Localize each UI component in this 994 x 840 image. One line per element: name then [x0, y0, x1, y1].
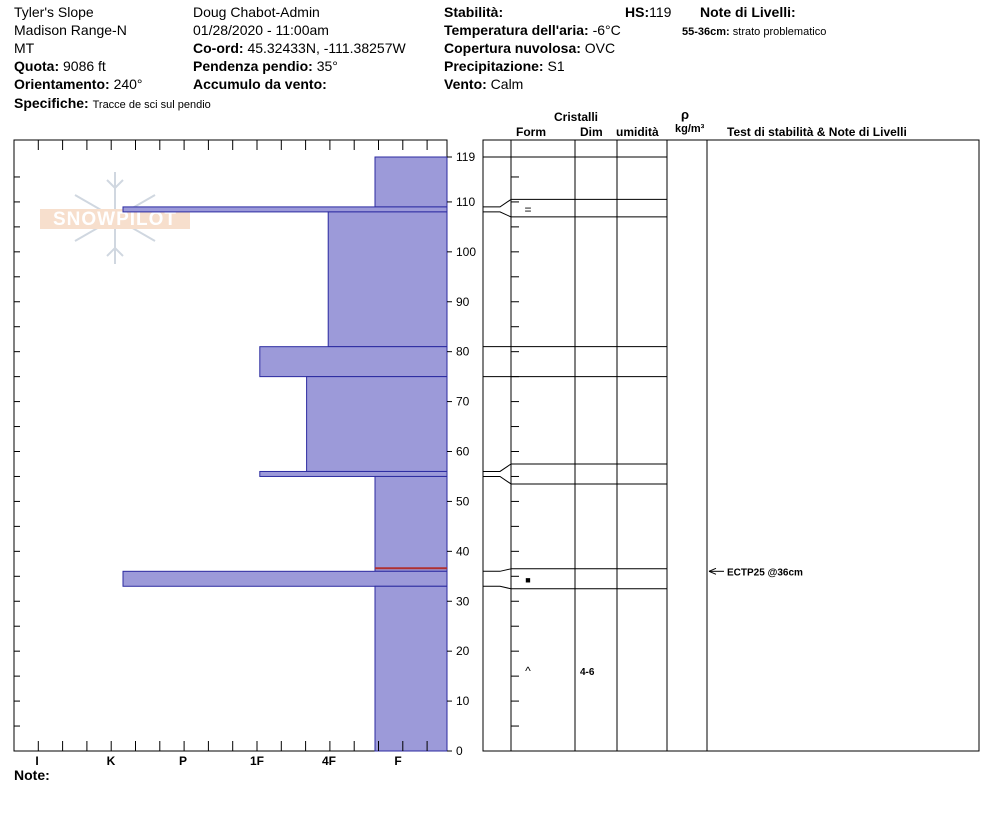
crystal-form-1: ■ [525, 575, 530, 585]
specifics-value: Tracce de sci sul pendio [92, 99, 211, 111]
hardness-bar-7 [122, 570, 448, 587]
sky-value: OVC [584, 40, 616, 56]
hardness-bar-8 [374, 585, 448, 752]
layer-connector-6 [483, 475, 512, 485]
elevation-value: 9086 ft [63, 58, 106, 74]
site-name: Tyler's Slope [14, 4, 94, 20]
aspect-label: Orientamento: [14, 76, 110, 92]
wind-value: Calm [490, 76, 524, 92]
elevation-label: Quota: [14, 58, 60, 74]
hardness-bar-0 [374, 156, 448, 208]
depth-label: 0 [456, 744, 463, 758]
layer-connector-7 [483, 568, 512, 572]
layers-table-frame [482, 139, 980, 752]
hardness-axis: I K P 1F 4F F [13, 140, 428, 768]
hardness-bar-5 [259, 470, 448, 477]
state: MT [14, 40, 35, 56]
form-header: Form [516, 125, 546, 139]
precip-value: S1 [547, 58, 565, 74]
watermark-label: SNOWPILOT [53, 209, 177, 230]
slope-label: Pendenza pendio: [193, 58, 313, 74]
test-arrow-head-0 [708, 567, 717, 575]
observer: Doug Chabot-Admin [193, 4, 320, 20]
layer-note-range: 55-36cm: [682, 26, 730, 38]
hardness-label-5: F [394, 754, 401, 768]
depth-label: 110 [456, 195, 475, 209]
tests-header: Test di stabilità & Note di Livelli [727, 125, 907, 139]
air-temp-value: -6°C [592, 22, 621, 38]
depth-label: 50 [456, 494, 470, 508]
stability-tests: ECTP25 @36cm [708, 567, 803, 578]
coord-label: Co-ord: [193, 40, 244, 56]
depth-label: 90 [456, 295, 470, 309]
layer-connector-5 [483, 463, 512, 472]
wind-label: Vento: [444, 76, 487, 92]
layer-boundary-lines [483, 156, 667, 590]
depth-label: 80 [456, 345, 470, 359]
crystal-size-2: 4-6 [580, 667, 595, 678]
sky-label: Copertura nuvolosa: [444, 40, 581, 56]
depth-label: 10 [456, 694, 470, 708]
density-unit-header: kg/m³ [675, 123, 705, 135]
air-temp-label: Temperatura dell'aria: [444, 22, 589, 38]
crystal-form-0: = [524, 202, 531, 216]
hardness-bars [122, 156, 448, 752]
stability-label: Stabilità: [444, 4, 504, 20]
hardness-label-1: K [107, 754, 116, 768]
depth-label: 100 [456, 245, 476, 259]
depth-label: 20 [456, 644, 470, 658]
layer-note-text: strato problematico [732, 26, 827, 38]
precip-label: Precipitazione: [444, 58, 544, 74]
datetime: 01/28/2020 - 11:00am [193, 22, 329, 38]
crystals-header: Cristalli [554, 110, 599, 124]
hardness-bar-4 [306, 376, 448, 472]
size-header: Dim [580, 125, 603, 139]
hardness-label-2: P [179, 754, 187, 768]
hardness-label-4: 4F [322, 754, 336, 768]
hardness-bar-1 [122, 206, 448, 213]
crystal-form-2: ^ [525, 664, 531, 678]
coord-value: 45.32433N, -111.38257W [247, 40, 406, 56]
layer-connector-2 [483, 211, 512, 218]
layer-connector-8 [483, 585, 512, 590]
snowpilot-watermark: SNOWPILOT [40, 172, 190, 264]
layer-notes-title: Note di Livelli: [700, 4, 796, 20]
depth-label: 40 [456, 544, 470, 558]
depth-label: 30 [456, 594, 470, 608]
specifics-label: Specifiche: [14, 95, 89, 111]
mountain-range: Madison Range-N [14, 22, 127, 38]
hardness-label-3: 1F [250, 754, 264, 768]
moisture-header: umidità [616, 125, 659, 139]
depth-label: 119 [456, 150, 475, 164]
wind-loading-label: Accumulo da vento: [193, 76, 327, 92]
hardness-label-0: I [35, 754, 38, 768]
rho-header: ρ [681, 107, 690, 122]
hardness-bar-6 [374, 475, 448, 572]
aspect-value: 240° [113, 76, 143, 92]
depth-label: 70 [456, 395, 470, 409]
depth-axis: 0 10 20 30 40 50 60 70 80 90 100 110 119 [447, 150, 519, 758]
slope-value: 35° [316, 58, 338, 74]
hardness-bar-2 [327, 211, 448, 348]
layer-connector-1 [483, 199, 512, 208]
hs-value: 119 [649, 4, 672, 20]
test-label-0: ECTP25 @36cm [727, 567, 803, 578]
crystal-rows: = ■ ^ 4-6 [524, 202, 594, 678]
hs-label: HS: [625, 4, 650, 20]
notes-label: Note: [14, 767, 50, 783]
hardness-bar-3 [259, 346, 448, 378]
depth-label: 60 [456, 445, 470, 459]
